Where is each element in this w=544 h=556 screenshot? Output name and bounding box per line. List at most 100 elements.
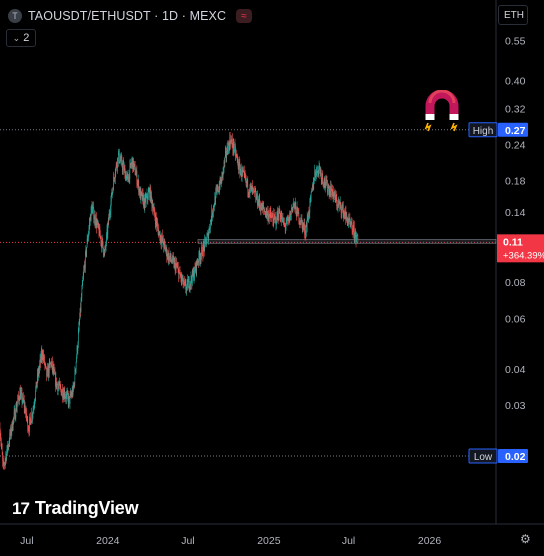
candle-body — [209, 227, 210, 231]
candle-body — [343, 212, 345, 217]
candle — [315, 169, 316, 181]
candle — [48, 364, 50, 379]
candle — [188, 275, 189, 289]
currency-button[interactable]: ETH — [498, 5, 528, 25]
last-price-tag[interactable]: 0.11+364.39% — [497, 234, 544, 263]
candle — [17, 394, 18, 405]
candle-body — [99, 227, 101, 236]
candle — [325, 175, 326, 189]
candle-body — [117, 157, 118, 169]
candle-body — [22, 396, 24, 402]
candle — [30, 412, 31, 425]
candle-body — [243, 171, 245, 173]
high-tag[interactable]: High 0.27 — [468, 122, 528, 138]
candle — [337, 199, 338, 211]
candle-body — [24, 405, 25, 408]
candle — [198, 250, 200, 266]
candle-body — [161, 238, 162, 244]
candle — [340, 201, 341, 209]
candle-body — [317, 166, 318, 173]
candle — [173, 255, 175, 269]
candle — [67, 390, 69, 408]
candle-body — [172, 255, 173, 263]
candle-body — [346, 213, 347, 216]
candle — [257, 200, 259, 208]
candle — [78, 321, 80, 334]
candle-body — [341, 206, 343, 214]
candle — [286, 216, 287, 225]
candle — [80, 297, 82, 313]
time-axis[interactable]: Jul 2024 Jul 2025 Jul 2026 — [20, 535, 441, 547]
candle — [64, 391, 66, 403]
candle-body — [75, 362, 77, 370]
candle — [70, 387, 71, 397]
gear-icon[interactable]: ⚙ — [520, 532, 531, 546]
candle — [304, 218, 305, 239]
candle — [236, 153, 238, 159]
candle-body — [253, 188, 254, 190]
candle — [124, 164, 126, 179]
candle-body — [55, 373, 56, 386]
candle-body — [188, 279, 190, 289]
candle — [323, 183, 324, 188]
wave-icon[interactable]: ≈ — [236, 9, 253, 23]
high-value: 0.27 — [505, 125, 526, 137]
candle — [165, 244, 166, 252]
tradingview-logo[interactable]: 17 TradingView — [12, 498, 139, 519]
candle — [198, 259, 199, 268]
candle — [129, 173, 130, 184]
candle — [273, 209, 275, 220]
candle — [293, 203, 295, 209]
candle-body — [26, 408, 27, 418]
price-axis[interactable]: 0.550.400.320.240.180.140.080.060.040.03… — [468, 36, 544, 464]
candle — [40, 350, 42, 363]
candle-body — [78, 323, 80, 326]
candle — [206, 237, 207, 248]
candle — [213, 205, 214, 218]
candle — [100, 230, 101, 239]
candle-body — [346, 219, 348, 225]
candle — [315, 172, 317, 182]
candle — [24, 400, 25, 414]
candle — [150, 191, 152, 203]
candle-body — [8, 443, 10, 447]
candle-body — [155, 216, 157, 222]
candle — [15, 413, 16, 421]
chart-title[interactable]: TAOUSDT/ETHUSDT · 1D · MEXC — [28, 9, 227, 23]
candle — [216, 183, 218, 193]
candle — [179, 265, 181, 275]
candle-body — [138, 188, 140, 193]
candle — [22, 393, 24, 404]
candle — [232, 138, 234, 155]
candle — [164, 240, 166, 250]
indicators-collapse-button[interactable]: ⌄ 2 — [6, 29, 36, 47]
candle-body — [205, 241, 207, 246]
candle — [260, 200, 261, 215]
candle — [137, 174, 139, 188]
candle-body — [277, 212, 279, 219]
candle — [203, 238, 204, 259]
candle — [238, 159, 240, 174]
candle-body — [272, 217, 274, 222]
price-range-box — [197, 239, 497, 244]
symbol-icon[interactable]: T — [8, 9, 22, 23]
candle — [168, 247, 170, 264]
candle-body — [197, 263, 198, 264]
candle — [58, 379, 60, 392]
candle-body — [183, 280, 185, 284]
candle — [313, 177, 314, 191]
candle — [185, 279, 187, 294]
candle — [190, 271, 192, 290]
candle — [223, 166, 224, 175]
candle-body — [49, 362, 51, 364]
low-tag[interactable]: Low 0.02 — [468, 448, 528, 464]
candle-body — [173, 261, 175, 267]
candle-body — [136, 170, 137, 174]
candle — [161, 234, 163, 244]
candle — [81, 284, 83, 302]
candle-body — [325, 178, 327, 181]
candle — [191, 274, 192, 283]
candle-body — [52, 366, 54, 370]
candle-body — [266, 209, 268, 216]
